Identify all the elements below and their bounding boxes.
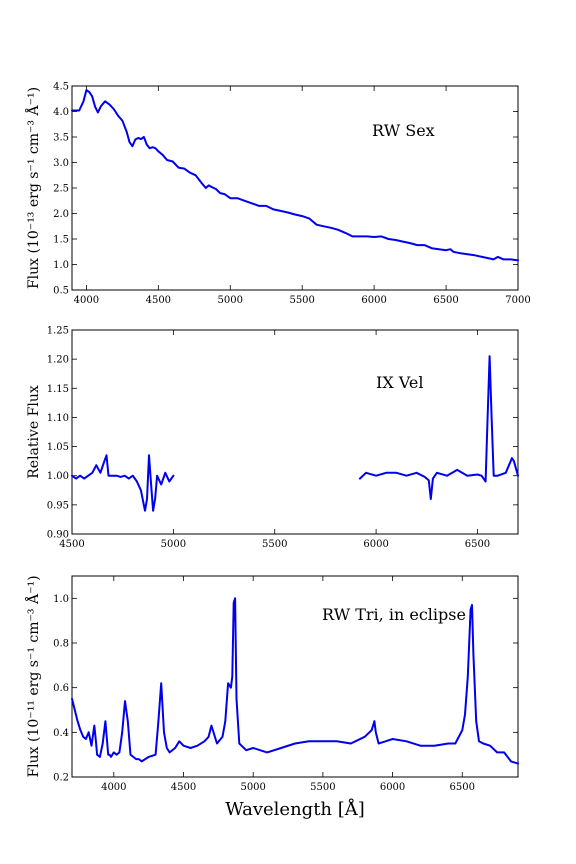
y-tick-label: 0.90: [47, 530, 69, 541]
y-axis-label: Flux (10⁻¹¹ erg s⁻¹ cm⁻³ Å⁻¹): [24, 575, 42, 777]
spectrum-line: [71, 597, 519, 765]
x-tick-label: 4500: [59, 539, 84, 550]
x-tick-label: 6000: [363, 539, 388, 550]
y-tick-label: 1.00: [47, 471, 69, 482]
y-tick-label: 2.0: [53, 209, 69, 220]
x-tick-label: 6500: [450, 782, 475, 793]
x-axis-label: Wavelength [Å]: [225, 798, 365, 820]
y-tick-label: 1.0: [53, 594, 69, 605]
y-tick-label: 4.0: [53, 107, 69, 118]
y-tick-label: 0.6: [53, 683, 69, 694]
panel-annotation: RW Sex: [372, 121, 435, 140]
x-tick-label: 4500: [171, 782, 196, 793]
y-tick-label: 3.5: [53, 133, 69, 144]
y-axis-label: Relative Flux: [26, 385, 42, 479]
x-tick-label: 5000: [218, 295, 243, 306]
panel-annotation: RW Tri, in eclipse: [322, 605, 466, 624]
axes-frame: [71, 575, 519, 778]
panel-rw-tri: 4000 4500 5000 5500 6000 6500 0.2 0.4 0.6 0.8 1.0 R…: [24, 575, 519, 820]
spectrum-line: [71, 454, 175, 512]
x-tick-label: 4500: [146, 295, 171, 306]
y-tick-label: 1.10: [47, 413, 69, 424]
x-tick-label: 5500: [310, 782, 335, 793]
y-tick-label: 3.0: [53, 158, 69, 169]
y-tick-label: 1.20: [47, 355, 69, 366]
panel-annotation: IX Vel: [376, 373, 423, 392]
y-tick-label: 0.2: [53, 773, 69, 784]
x-tick-label: 6500: [433, 295, 458, 306]
panel-ix-vel: 4500 5000 5500 6000 6500 0.90 0.95 1.00 1.05 1.10…: [26, 326, 519, 550]
panel-rw-sex: 4000 4500 5000 5500 6000 6500 7000 0.5 1.0 1.5 2.0…: [24, 82, 531, 307]
x-tick-label: 6500: [465, 539, 490, 550]
y-tick-label: 0.4: [53, 728, 69, 739]
y-tick-label: 0.5: [53, 286, 69, 297]
x-tick-label: 5500: [262, 539, 287, 550]
x-tick-label: 6000: [361, 295, 386, 306]
x-tick-label: 6000: [380, 782, 405, 793]
y-tick-label: 2.5: [53, 184, 69, 195]
y-tick-label: 1.5: [53, 235, 69, 246]
x-tick-label: 7000: [505, 295, 530, 306]
spectrum-line: [71, 89, 519, 262]
x-tick-label: 5000: [161, 539, 186, 550]
x-tick-label: 4000: [101, 782, 126, 793]
y-tick-label: 1.25: [47, 326, 69, 337]
y-axis-label: Flux (10⁻¹³ erg s⁻¹ cm⁻³ Å⁻¹): [24, 87, 42, 289]
x-tick-label: 5500: [289, 295, 314, 306]
y-tick-label: 0.8: [53, 639, 69, 650]
y-tick-label: 1.0: [53, 260, 69, 271]
axes-frame: [71, 329, 519, 535]
y-tick-label: 4.5: [53, 82, 69, 93]
axes-frame: [71, 85, 519, 291]
x-tick-label: 5000: [240, 782, 265, 793]
y-tick-label: 0.95: [47, 500, 69, 511]
y-tick-label: 1.05: [47, 442, 69, 453]
y-tick-label: 1.15: [47, 384, 69, 395]
spectrum-line: [358, 355, 519, 500]
x-tick-label: 4000: [74, 295, 99, 306]
